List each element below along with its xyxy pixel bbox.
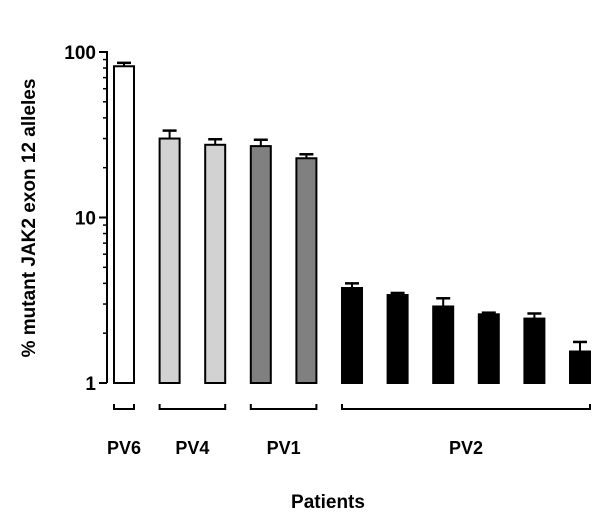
group-bracket <box>114 404 134 409</box>
group-label: PV2 <box>449 438 483 458</box>
bars <box>114 63 590 383</box>
group-label: PV1 <box>267 438 301 458</box>
bar <box>342 288 362 383</box>
bar <box>479 314 499 383</box>
axes: 1 10 100 <box>64 43 107 395</box>
group-label: PV4 <box>175 438 209 458</box>
y-tick-label: 1 <box>85 374 96 395</box>
bar <box>524 319 544 383</box>
bar <box>570 352 590 383</box>
bar <box>251 146 271 383</box>
y-tick-label: 10 <box>75 209 96 230</box>
group-label: PV6 <box>107 438 141 458</box>
bar <box>160 139 180 383</box>
bar <box>388 295 408 383</box>
bar <box>433 306 453 383</box>
y-tick-label: 100 <box>64 43 96 64</box>
group-brackets: PV6 PV4 PV1 PV2 <box>107 404 590 458</box>
bar <box>205 145 225 383</box>
group-bracket <box>342 404 590 409</box>
bar <box>114 66 134 383</box>
group-bracket <box>251 404 317 409</box>
bar <box>296 158 316 383</box>
y-axis-title: % mutant JAK2 exon 12 alleles <box>19 79 40 358</box>
x-axis-title: Patients <box>291 492 365 513</box>
group-bracket <box>160 404 226 409</box>
